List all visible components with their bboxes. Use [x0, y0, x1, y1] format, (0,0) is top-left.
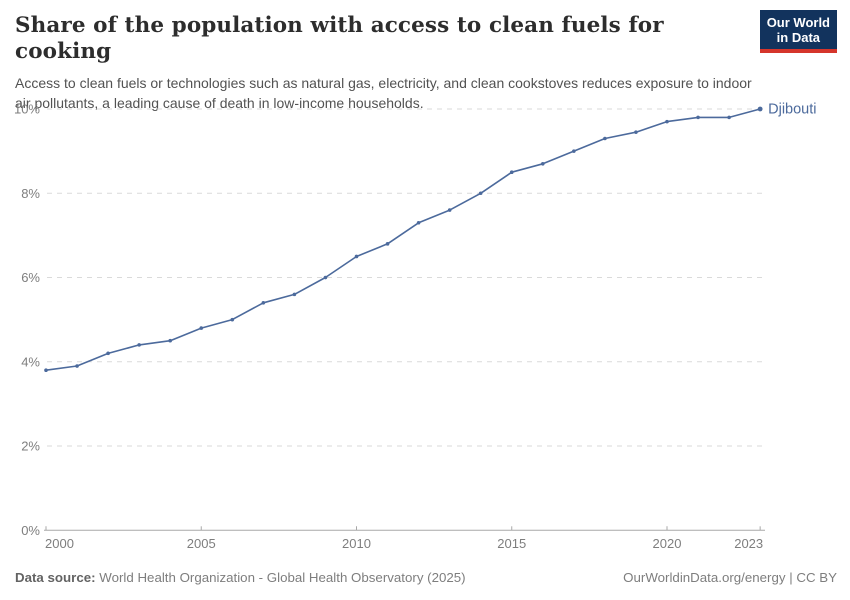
x-axis: 2000 2005 2010 2015 2020 2023: [44, 526, 765, 551]
x-axis-tick-label: 2015: [497, 536, 526, 551]
x-axis-tick-label: 2010: [342, 536, 371, 551]
series-djibouti: Djibouti: [44, 102, 817, 373]
owid-logo: Our World in Data: [759, 10, 837, 53]
data-point: [137, 343, 141, 347]
data-source-note: Data source: World Health Organization -…: [15, 570, 466, 585]
data-point: [447, 208, 452, 212]
data-point: [292, 292, 297, 297]
data-point: [478, 191, 483, 196]
data-point: [199, 326, 204, 330]
series-label: Djibouti: [768, 102, 816, 118]
data-point: [261, 300, 266, 305]
data-source-label: Data source:: [15, 570, 96, 585]
page-title: Share of the population with access to c…: [15, 13, 664, 64]
data-point: [323, 275, 328, 280]
gridlines: 0% 2% 4% 6% 8% 10%: [14, 102, 765, 538]
data-point: [696, 115, 700, 120]
credit-link[interactable]: OurWorldinData.org/energy | CC BY: [623, 570, 837, 585]
x-axis-tick-label: 2023: [734, 536, 763, 551]
data-point: [75, 364, 79, 368]
chart-header: Share of the population with access to c…: [15, 13, 755, 113]
x-axis-tick-label: 2005: [187, 536, 216, 551]
data-point: [541, 161, 545, 166]
y-axis-tick-label: 2%: [21, 439, 40, 454]
owid-logo-line1: Our World: [766, 15, 830, 30]
data-point: [44, 368, 48, 373]
data-point: [665, 119, 669, 124]
chart-subtitle: Access to clean fuels or technologies su…: [15, 75, 752, 111]
y-axis-tick-label: 8%: [21, 186, 40, 201]
data-point-last: [757, 106, 763, 112]
data-point: [385, 242, 390, 246]
data-point: [416, 220, 421, 225]
data-point: [509, 170, 514, 174]
data-point: [168, 338, 172, 343]
chart-footer: Data source: World Health Organization -…: [15, 570, 837, 585]
data-point: [727, 115, 731, 120]
data-point: [354, 254, 359, 259]
data-point: [230, 317, 235, 322]
data-point: [106, 351, 110, 356]
series-line: [45, 108, 761, 371]
data-point: [634, 130, 638, 134]
y-axis-tick-label: 0%: [21, 523, 40, 538]
y-axis-tick-label: 4%: [21, 354, 40, 369]
y-axis-tick-label: 6%: [21, 270, 40, 285]
y-axis-tick-label: 10%: [14, 102, 40, 117]
x-axis-tick-label: 2020: [653, 536, 682, 551]
data-point: [603, 136, 607, 141]
owid-logo-line2: in Data: [776, 30, 821, 45]
data-source-text: World Health Organization - Global Healt…: [99, 570, 466, 585]
x-axis-tick-label: 2000: [45, 536, 74, 551]
data-point: [572, 149, 576, 153]
